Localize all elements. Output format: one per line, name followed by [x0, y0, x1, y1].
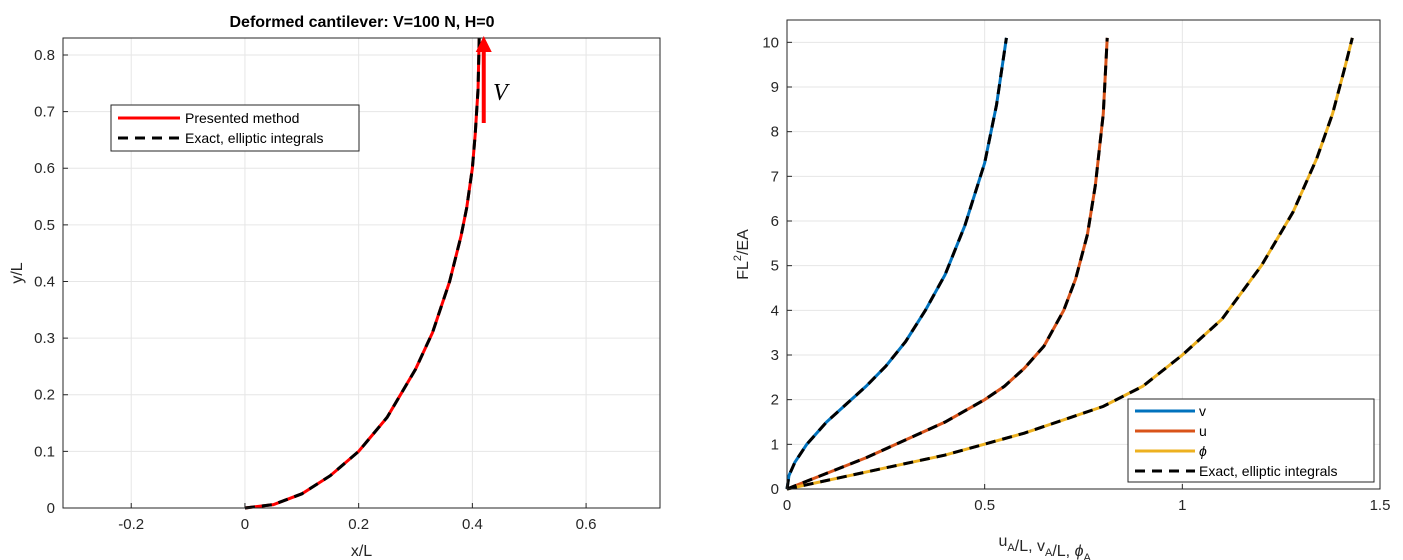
series-line-exact — [785, 37, 1008, 490]
y-tick-label: 0.4 — [34, 273, 55, 290]
y-tick-label: 0.7 — [34, 104, 55, 121]
legend-label: Exact, elliptic integrals — [1199, 463, 1338, 479]
legend-label: Presented method — [185, 110, 299, 126]
load-label-v: V — [493, 80, 510, 106]
load-arrow — [475, 36, 492, 123]
series-line-exact — [244, 37, 481, 510]
x-tick-label: 0.5 — [974, 497, 995, 514]
y-tick-label: 4 — [771, 302, 779, 319]
y-tick-label: 0.5 — [34, 217, 55, 234]
series-group — [244, 37, 481, 510]
y-tick-label: 6 — [771, 213, 779, 230]
x-axis-label-part: A — [1083, 552, 1091, 560]
plot-frame — [62, 37, 661, 509]
y-tick-label: 1 — [771, 436, 779, 453]
y-tick-label: 8 — [771, 124, 779, 141]
y-tick-label: 7 — [771, 168, 779, 185]
x-axis-label-part: A — [1045, 547, 1053, 559]
x-axis-label-part: u — [999, 533, 1008, 550]
x-tick-label: 0 — [783, 497, 791, 514]
series-line-exact — [786, 37, 1354, 491]
series-group — [785, 37, 1354, 491]
y-axis-label: FL2/EA — [732, 229, 752, 280]
x-axis-label-part: A — [1007, 542, 1015, 554]
y-tick-label: 10 — [762, 34, 779, 51]
y-tick-label: 0.8 — [34, 47, 55, 64]
legend-label: Exact, elliptic integrals — [185, 130, 324, 146]
y-tick-label: 0 — [771, 481, 779, 498]
legend-label: ϕ — [1199, 443, 1207, 459]
x-tick-label: -0.2 — [118, 516, 144, 533]
y-tick-label: 9 — [771, 79, 779, 96]
series-line-exact — [786, 37, 1109, 491]
y-axis-label: y/L — [9, 262, 26, 283]
y-axis-label-part: /EA — [735, 229, 752, 255]
y-tick-label: 0.1 — [34, 443, 55, 460]
x-tick-label: 0.2 — [348, 516, 369, 533]
y-tick-label: 0.6 — [34, 160, 55, 177]
x-axis-label: uA/L, vA/L, ϕA — [999, 533, 1092, 560]
y-axis-label-part: FL — [735, 261, 752, 280]
x-tick-label: 1 — [1178, 497, 1186, 514]
chart-title: Deformed cantilever: V=100 N, H=0 — [229, 14, 494, 31]
legend: vuϕ Exact, elliptic integrals — [1127, 398, 1375, 483]
legend-box — [1127, 398, 1375, 483]
y-tick-label: 5 — [771, 258, 779, 275]
x-tick-label: 0.6 — [576, 516, 597, 533]
x-axis-label-part: ϕ — [1075, 543, 1084, 560]
x-axis-label-part: /L, v — [1015, 538, 1045, 555]
tick-group: 0 0.5 1 1.5 0 1 2 3 4 5 6 7 8 9 10 — [762, 34, 1390, 514]
y-tick-label: 3 — [771, 347, 779, 364]
chart-deformed-cantilever: -0.2 0 0.2 0.4 0.600.10.20.30.40.50.60.70.8 … — [9, 14, 661, 560]
x-tick-label: 1.5 — [1370, 497, 1391, 514]
y-tick-label: 0 — [47, 500, 55, 517]
arrow-head — [475, 36, 492, 52]
legend-label: v — [1199, 403, 1206, 419]
legend-label: u — [1199, 423, 1207, 439]
x-tick-label: 0.4 — [462, 516, 483, 533]
y-axis-label-part: 2 — [732, 255, 744, 261]
series-line-v — [785, 37, 1008, 490]
x-tick-label: 0 — [241, 516, 249, 533]
y-tick-label: 2 — [771, 392, 779, 409]
y-tick-label: 0.3 — [34, 330, 55, 347]
legend: Presented method Exact, elliptic integral… — [110, 104, 360, 152]
plot-frame — [786, 19, 1381, 490]
tick-group: -0.2 0 0.2 0.4 0.6 0 0.1 0.2 0.3 0.4 0.5 0.6 0.7 0.8 — [34, 47, 596, 533]
legend-box — [110, 104, 360, 152]
x-axis-label: x/L — [351, 543, 372, 560]
x-axis-label-part: /L, — [1052, 543, 1074, 560]
y-tick-label: 0.2 — [34, 387, 55, 404]
